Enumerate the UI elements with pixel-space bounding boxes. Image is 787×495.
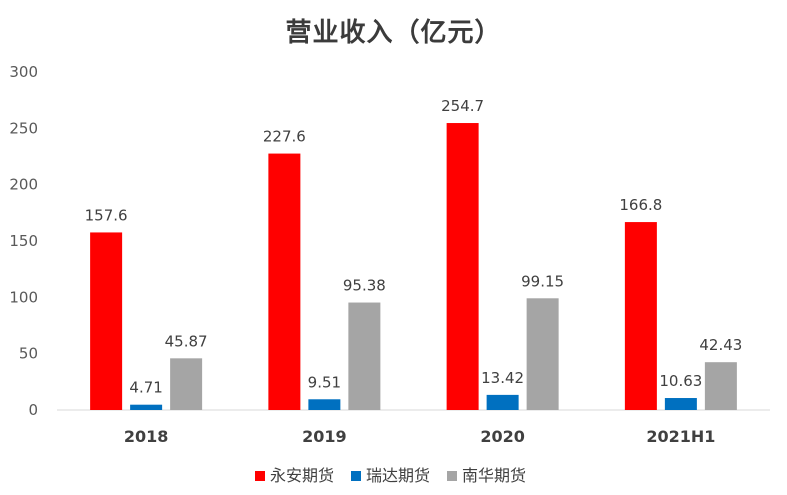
y-tick-label: 300: [9, 63, 38, 81]
data-labels: 157.6 4.71 45.87 227.6 9.51 95.38 254.7 13.42 99…: [85, 97, 743, 397]
data-label: 45.87: [165, 332, 208, 350]
category-labels: 2018 2019 2020 2021H1: [124, 427, 716, 446]
data-label: 42.43: [699, 336, 742, 354]
legend-label: 瑞达期货: [366, 466, 430, 485]
data-label: 10.63: [659, 372, 702, 390]
bar-瑞达期货-2019: [308, 399, 341, 410]
data-label: 227.6: [263, 128, 306, 146]
bar-瑞达期货-2020: [486, 394, 519, 410]
y-tick-label: 0: [28, 401, 38, 419]
y-axis-ticks: 0 50 100 150 200 250 300: [9, 63, 38, 419]
y-tick-label: 150: [9, 232, 38, 250]
y-tick-label: 200: [9, 176, 38, 194]
legend-swatch: [255, 471, 265, 481]
data-label: 254.7: [441, 97, 484, 115]
bar-瑞达期货-2018: [130, 404, 163, 410]
y-tick-label: 100: [9, 288, 38, 306]
bar-永安期货-2019: [268, 153, 301, 410]
bar-南华期货-2021H1: [704, 362, 737, 410]
data-label: 13.42: [481, 369, 524, 387]
legend: 永安期货 瑞达期货 南华期货: [255, 466, 526, 485]
legend-label: 永安期货: [270, 466, 334, 485]
bar-南华期货-2020: [526, 298, 559, 410]
data-label: 99.15: [521, 272, 564, 290]
category-label: 2018: [124, 427, 169, 446]
data-label: 95.38: [343, 277, 386, 295]
y-tick-label: 50: [19, 345, 38, 363]
legend-label: 南华期货: [462, 466, 526, 485]
bar-永安期货-2018: [90, 232, 123, 410]
bar-瑞达期货-2021H1: [664, 398, 697, 410]
data-label: 166.8: [619, 196, 662, 214]
category-label: 2019: [302, 427, 347, 446]
category-label: 2021H1: [646, 427, 715, 446]
legend-swatch: [351, 471, 361, 481]
bar-永安期货-2021H1: [624, 222, 657, 410]
data-label: 9.51: [308, 373, 341, 391]
data-label: 157.6: [85, 206, 128, 224]
chart-title: 营业收入（亿元）: [285, 18, 502, 48]
legend-swatch: [447, 471, 457, 481]
bar-南华期货-2019: [348, 302, 381, 410]
bar-永安期货-2020: [446, 123, 479, 411]
data-label: 4.71: [129, 379, 162, 397]
y-tick-label: 250: [9, 119, 38, 137]
category-label: 2020: [480, 427, 525, 446]
bars: [90, 123, 737, 411]
bar-南华期货-2018: [170, 358, 203, 410]
